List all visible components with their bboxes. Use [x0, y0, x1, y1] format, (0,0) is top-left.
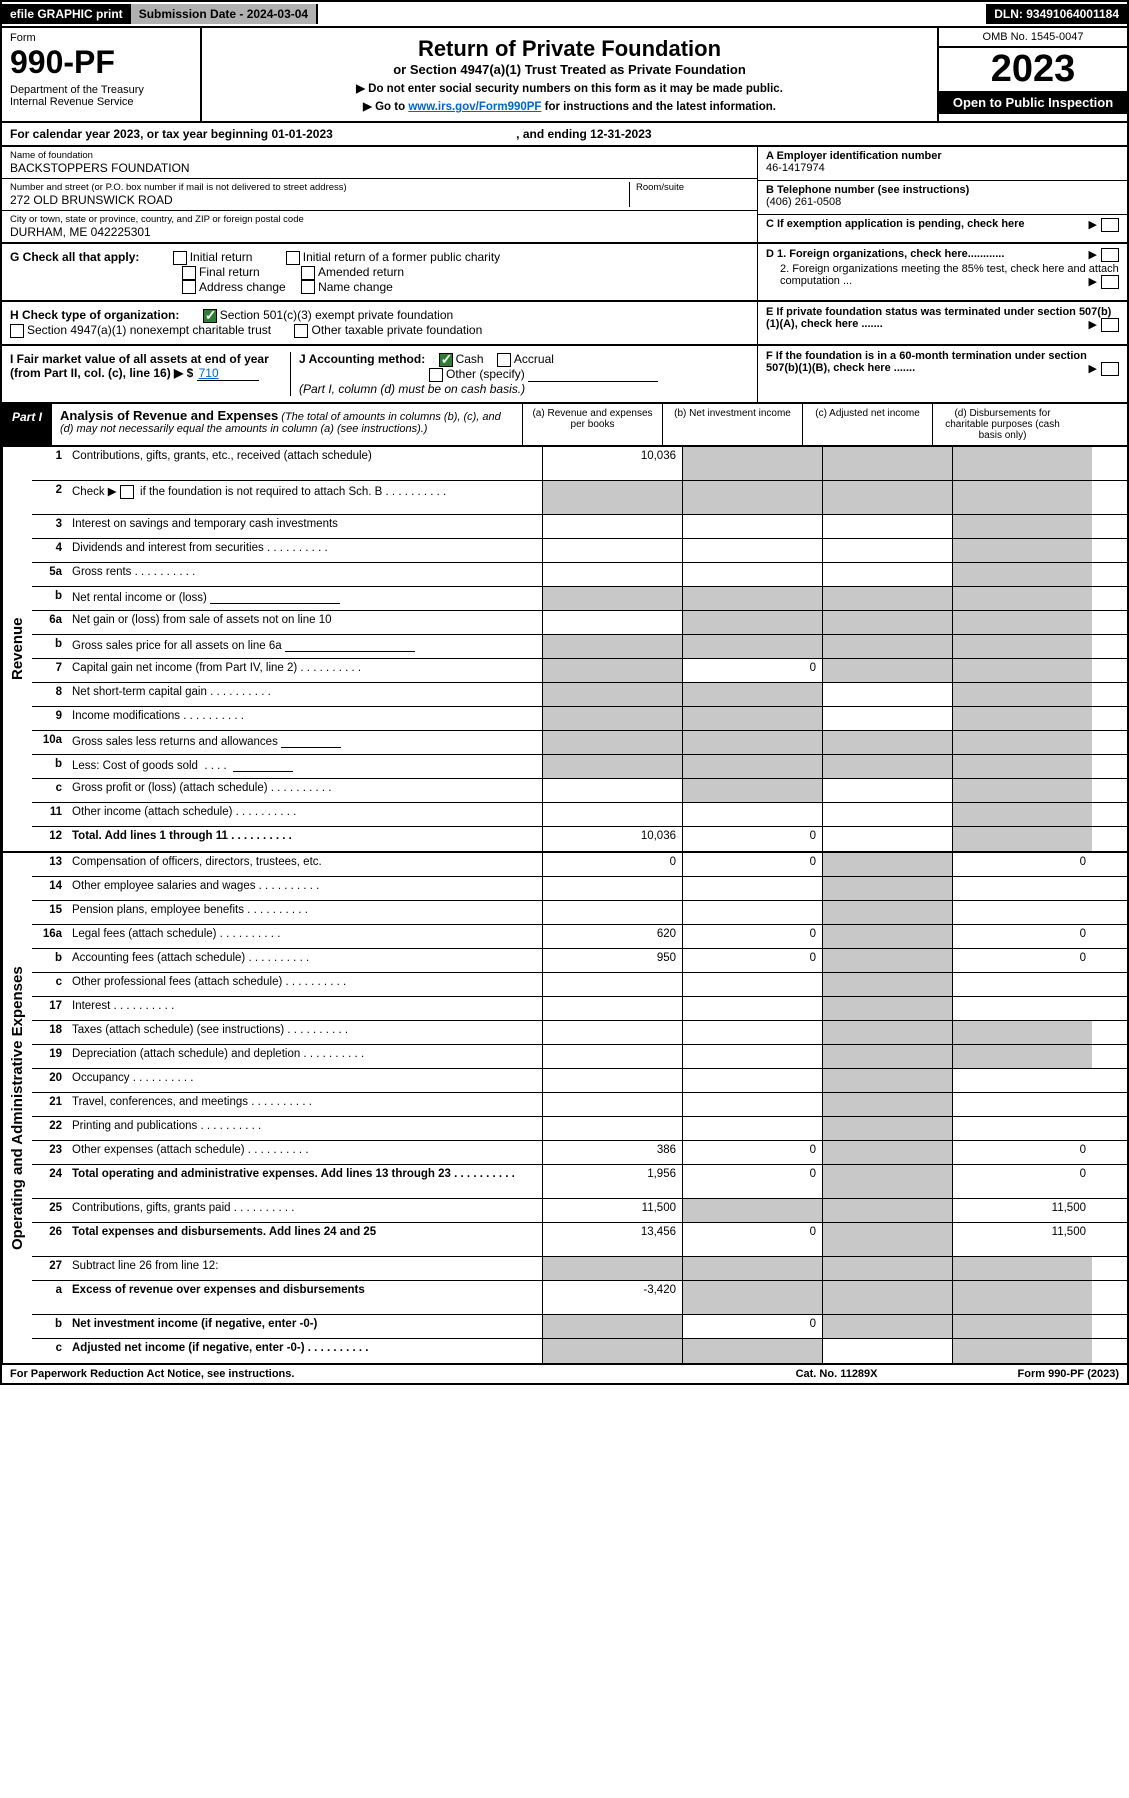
instructions-link[interactable]: www.irs.gov/Form990PF — [408, 101, 541, 113]
efile-badge: efile GRAPHIC print — [2, 4, 131, 24]
open-public: Open to Public Inspection — [939, 91, 1127, 114]
g-label: G Check all that apply: — [10, 250, 139, 264]
f-cb[interactable] — [1101, 362, 1119, 376]
phone-label: B Telephone number (see instructions) — [766, 184, 969, 196]
i-value[interactable]: 710 — [197, 366, 259, 381]
ein-label: A Employer identification number — [766, 150, 942, 162]
addr-label: Number and street (or P.O. box number if… — [10, 182, 629, 193]
part1-tag: Part I — [2, 404, 52, 445]
ij-row: I Fair market value of all assets at end… — [0, 346, 1129, 404]
g-final-cb[interactable] — [182, 266, 196, 280]
form-number: 990-PF — [10, 46, 192, 78]
form-id-block: Form 990-PF Department of the Treasury I… — [2, 28, 202, 121]
note2: ▶ Go to www.irs.gov/Form990PF for instru… — [222, 99, 917, 113]
footer-formno: Form 990-PF (2023) — [1018, 1368, 1119, 1380]
revenue-side-label: Revenue — [2, 447, 32, 851]
g-address-cb[interactable] — [182, 280, 196, 294]
topbar: efile GRAPHIC print Submission Date - 20… — [0, 0, 1129, 28]
j-cash-cb[interactable] — [439, 353, 453, 367]
e-cb[interactable] — [1101, 318, 1119, 332]
city: DURHAM, ME 042225301 — [10, 225, 749, 239]
revenue-table: Revenue 1Contributions, gifts, grants, e… — [0, 447, 1129, 853]
g-row: G Check all that apply: Initial return I… — [0, 244, 1129, 302]
submission-date: Submission Date - 2024-03-04 — [131, 4, 318, 24]
d2-label: 2. Foreign organizations meeting the 85%… — [780, 263, 1119, 287]
g-initial-former-cb[interactable] — [286, 251, 300, 265]
c-checkbox[interactable] — [1101, 218, 1119, 232]
col-b-hdr: (b) Net investment income — [662, 404, 802, 445]
dln: DLN: 93491064001184 — [986, 4, 1127, 24]
part1-header: Part I Analysis of Revenue and Expenses … — [0, 404, 1129, 447]
name-label: Name of foundation — [10, 150, 749, 161]
d2-cb[interactable] — [1101, 275, 1119, 289]
c-label: C If exemption application is pending, c… — [766, 218, 1025, 230]
addr: 272 OLD BRUNSWICK ROAD — [10, 193, 629, 207]
identity-block: Name of foundation BACKSTOPPERS FOUNDATI… — [0, 147, 1129, 244]
d1-label: D 1. Foreign organizations, check here..… — [766, 248, 1004, 260]
footer: For Paperwork Reduction Act Notice, see … — [0, 1365, 1129, 1385]
h-row: H Check type of organization: Section 50… — [0, 302, 1129, 346]
header-center: Return of Private Foundation or Section … — [202, 28, 937, 121]
h-4947-cb[interactable] — [10, 324, 24, 338]
col-d-hdr: (d) Disbursements for charitable purpose… — [932, 404, 1072, 445]
footer-catno: Cat. No. 11289X — [796, 1368, 878, 1380]
col-a-hdr: (a) Revenue and expenses per books — [522, 404, 662, 445]
j-note: (Part I, column (d) must be on cash basi… — [299, 382, 525, 396]
f-label: F If the foundation is in a 60-month ter… — [766, 350, 1087, 374]
note1: ▶ Do not enter social security numbers o… — [222, 81, 917, 95]
omb: OMB No. 1545-0047 — [939, 28, 1127, 48]
e-label: E If private foundation status was termi… — [766, 306, 1111, 330]
d1-cb[interactable] — [1101, 248, 1119, 262]
foundation-name: BACKSTOPPERS FOUNDATION — [10, 161, 749, 175]
phone: (406) 261-0508 — [766, 196, 841, 208]
j-other-cb[interactable] — [429, 368, 443, 382]
room-label: Room/suite — [636, 182, 749, 193]
g-name-cb[interactable] — [301, 280, 315, 294]
j-label: J Accounting method: — [299, 352, 425, 366]
l2-cb[interactable] — [120, 485, 134, 499]
form-header: Form 990-PF Department of the Treasury I… — [0, 28, 1129, 123]
g-initial-cb[interactable] — [173, 251, 187, 265]
tax-year: 2023 — [939, 48, 1127, 91]
city-label: City or town, state or province, country… — [10, 214, 749, 225]
expenses-side-label: Operating and Administrative Expenses — [2, 853, 32, 1363]
h-label: H Check type of organization: — [10, 308, 179, 322]
g-amended-cb[interactable] — [301, 266, 315, 280]
footer-left: For Paperwork Reduction Act Notice, see … — [10, 1368, 294, 1380]
page-subtitle: or Section 4947(a)(1) Trust Treated as P… — [222, 62, 917, 77]
header-right: OMB No. 1545-0047 2023 Open to Public In… — [937, 28, 1127, 121]
col-c-hdr: (c) Adjusted net income — [802, 404, 932, 445]
part1-desc: Analysis of Revenue and Expenses (The to… — [52, 404, 522, 445]
dept: Department of the Treasury Internal Reve… — [10, 84, 192, 108]
calendar-year-row: For calendar year 2023, or tax year begi… — [0, 123, 1129, 147]
ein: 46-1417974 — [766, 162, 825, 174]
page-title: Return of Private Foundation — [222, 36, 917, 62]
h-501c3-cb[interactable] — [203, 309, 217, 323]
j-accrual-cb[interactable] — [497, 353, 511, 367]
expenses-table: Operating and Administrative Expenses 13… — [0, 853, 1129, 1365]
h-other-cb[interactable] — [294, 324, 308, 338]
form-label: Form — [10, 32, 192, 44]
